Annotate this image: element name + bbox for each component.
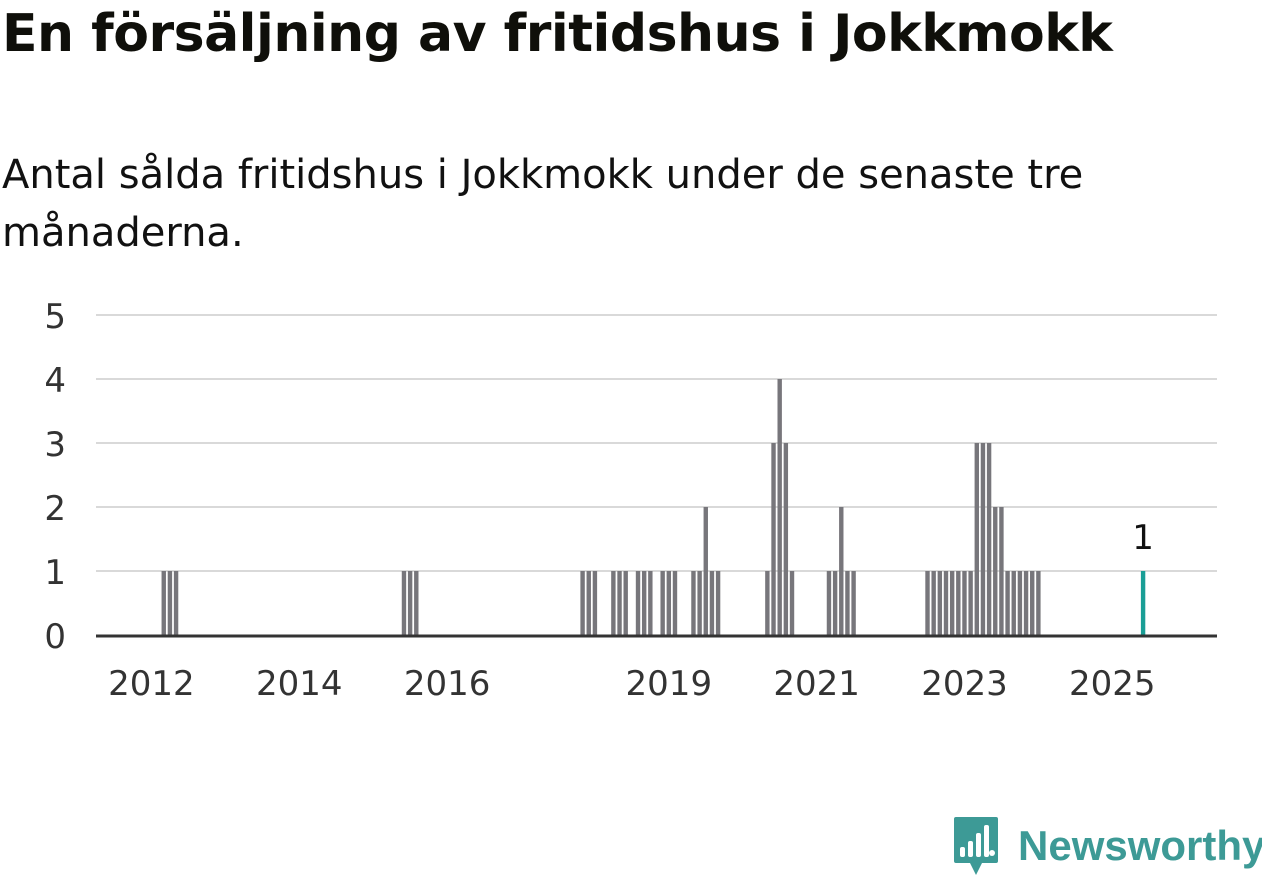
bar — [949, 571, 955, 635]
bar — [974, 443, 979, 635]
bar — [851, 571, 856, 635]
bar — [623, 571, 628, 635]
x-tick-label: 2016 — [404, 664, 491, 704]
bar — [641, 571, 647, 635]
bar — [980, 443, 986, 635]
bar — [414, 571, 419, 635]
y-tick-label: 5 — [44, 297, 66, 337]
bar — [1005, 571, 1010, 635]
y-tick-label: 2 — [44, 489, 66, 529]
bar — [709, 571, 715, 635]
x-axis-ticks: 2012 2014 2016 2019 2021 2023 2025 — [108, 664, 1155, 704]
bar — [789, 571, 795, 635]
bars — [161, 379, 1146, 635]
newsworthy-logo: Newsworthy — [952, 815, 1262, 877]
y-tick-label: 0 — [44, 617, 66, 657]
bar — [697, 571, 702, 635]
bar — [611, 571, 616, 635]
bar — [691, 571, 696, 635]
bar — [617, 571, 622, 635]
x-tick-label: 2014 — [256, 664, 343, 704]
y-tick-label: 3 — [44, 425, 66, 465]
bar-chart: 0 1 2 3 4 5 2012 2014 2016 2019 2021 2023 2025 1 — [44, 297, 1217, 704]
bar — [765, 571, 770, 635]
x-tick-label: 2019 — [626, 664, 713, 704]
bar — [845, 571, 850, 635]
bar — [1023, 571, 1029, 635]
bar — [832, 571, 838, 635]
bar — [1017, 571, 1023, 635]
bar — [401, 571, 407, 635]
bar — [660, 571, 665, 635]
bar — [962, 571, 967, 635]
bar — [407, 571, 413, 635]
grid-lines — [96, 314, 1217, 572]
bar — [777, 379, 782, 635]
bar — [937, 571, 943, 635]
bar — [783, 443, 789, 635]
bar — [1011, 571, 1016, 635]
bar — [715, 571, 721, 635]
bar — [968, 571, 973, 635]
bar — [586, 571, 591, 635]
bar — [771, 443, 776, 635]
bar — [173, 571, 179, 635]
bar — [580, 571, 585, 635]
bar — [999, 507, 1004, 635]
bar — [703, 507, 708, 635]
chart-title: En försäljning av fritidshus i Jokkmokk — [2, 4, 1113, 64]
bar — [986, 443, 992, 635]
bar — [826, 571, 832, 635]
bar — [943, 571, 949, 635]
bar — [931, 571, 936, 635]
y-tick-label: 1 — [44, 553, 66, 593]
bar — [161, 571, 166, 635]
highlight-bar — [1140, 571, 1146, 635]
bar — [925, 571, 930, 635]
bar — [648, 571, 653, 635]
bar — [635, 571, 641, 635]
bar — [1030, 571, 1035, 635]
bar — [666, 571, 672, 635]
x-tick-label: 2023 — [921, 664, 1008, 704]
bar — [167, 571, 173, 635]
y-tick-label: 4 — [44, 361, 66, 401]
bar — [956, 571, 961, 635]
data-labels: 1 — [1132, 518, 1154, 558]
x-tick-label: 2021 — [773, 664, 860, 704]
bar — [592, 571, 598, 635]
y-axis-ticks: 0 1 2 3 4 5 — [44, 297, 66, 657]
bar — [1036, 571, 1041, 635]
bar — [993, 507, 998, 635]
x-tick-label: 2025 — [1069, 664, 1156, 704]
bar — [672, 571, 678, 635]
newsworthy-logo-icon — [954, 817, 998, 875]
bar — [839, 507, 844, 635]
newsworthy-logo-text: Newsworthy — [1018, 822, 1262, 869]
x-tick-label: 2012 — [108, 664, 195, 704]
data-label: 1 — [1132, 518, 1154, 558]
chart-subtitle: Antal sålda fritidshus i Jokkmokk under … — [2, 152, 1084, 256]
